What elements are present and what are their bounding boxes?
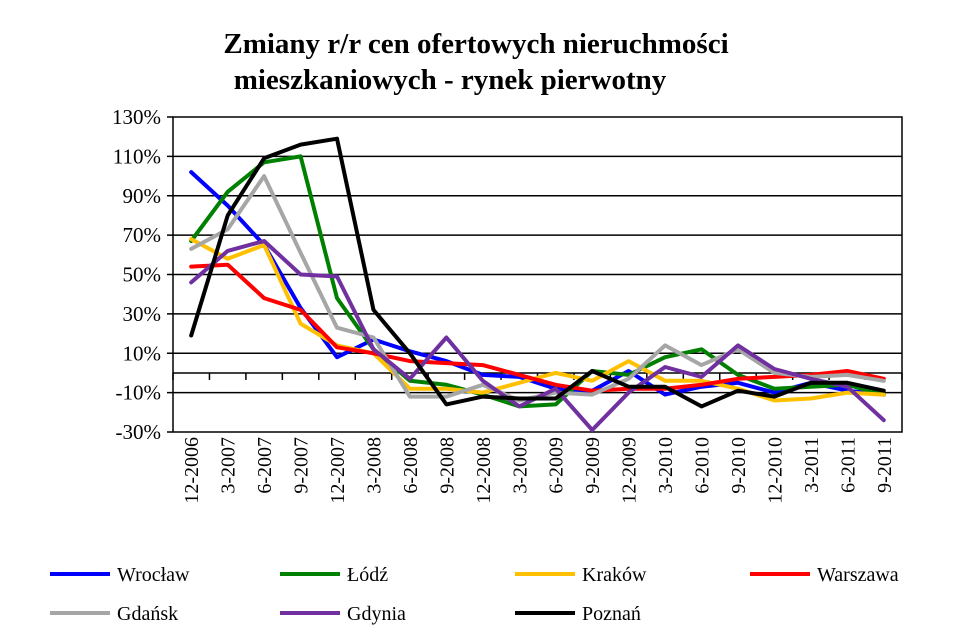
y-tick-label: 110% xyxy=(113,144,161,168)
x-tick-label: 12-2007 xyxy=(327,437,349,504)
series-line-3 xyxy=(189,262,886,393)
x-tick-label: 9-2007 xyxy=(291,437,313,494)
series-line-0 xyxy=(189,170,886,397)
legend-label: Gdynia xyxy=(347,603,406,625)
y-tick-label: 90% xyxy=(123,184,162,208)
x-tick-label: 6-2009 xyxy=(546,437,568,494)
chart-subtitle: mieszkaniowych - rynek pierwotny xyxy=(234,64,667,96)
legend: Wrocław Łódź Kraków Warszawa Gdańsk Gdynia Poz… xyxy=(50,564,899,625)
legend-label: Poznań xyxy=(582,603,641,625)
legend-label: Wrocław xyxy=(117,564,190,586)
x-tick-label: 12-2009 xyxy=(619,437,641,504)
legend-label: Warszawa xyxy=(817,564,899,586)
y-tick-label: -30% xyxy=(116,420,162,444)
x-tick-label: 3-2011 xyxy=(801,437,823,493)
series-line-4 xyxy=(189,174,886,403)
x-tick-label: 3-2007 xyxy=(218,437,240,494)
x-tick-label: 12-2008 xyxy=(473,437,495,504)
series-line-6 xyxy=(189,136,886,409)
y-tick-label: 30% xyxy=(123,302,162,326)
x-tick-label: 9-2009 xyxy=(582,437,604,494)
chart-title: Zmiany r/r cen ofertowych nieruchmości xyxy=(223,28,728,60)
x-tick-label: 6-2011 xyxy=(837,437,859,493)
x-tick-label: 3-2008 xyxy=(363,437,385,494)
x-tick-label: 9-2008 xyxy=(436,437,458,494)
y-tick-label: 10% xyxy=(123,341,162,365)
x-tick-label: 6-2010 xyxy=(692,437,714,494)
legend-label: Łódź xyxy=(347,564,388,586)
x-tick-label: 9-2010 xyxy=(728,437,750,494)
x-tick-label: 6-2007 xyxy=(254,437,276,494)
x-tick-label: 3-2009 xyxy=(509,437,531,494)
y-tick-label: 70% xyxy=(123,223,162,247)
y-tick-label: 50% xyxy=(123,263,162,287)
legend-label: Kraków xyxy=(582,564,647,586)
plot-area: 130% 110% 90% 70% 50% 30% 10% -10% -30% 12-2006 3-… xyxy=(112,105,903,504)
x-tick-label: 3-2010 xyxy=(655,437,677,494)
x-tick-label: 12-2006 xyxy=(181,437,203,504)
series-line-1 xyxy=(189,154,886,409)
x-tick-label: 9-2011 xyxy=(874,437,896,493)
x-tick-label: 12-2010 xyxy=(764,437,786,504)
y-tick-label: -10% xyxy=(116,381,162,405)
x-tick-label: 6-2008 xyxy=(400,437,422,494)
legend-label: Gdańsk xyxy=(117,603,178,625)
y-tick-label: 130% xyxy=(112,105,161,129)
